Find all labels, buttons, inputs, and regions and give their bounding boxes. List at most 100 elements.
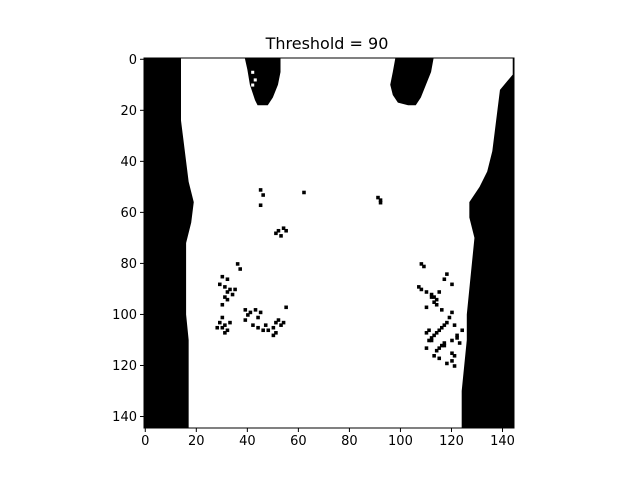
- y-tick-label: 20: [120, 104, 137, 119]
- black-speckle: [445, 361, 449, 366]
- black-speckle: [450, 338, 454, 343]
- black-speckle: [276, 318, 281, 322]
- black-speckle: [258, 188, 263, 192]
- black-speckle: [271, 333, 276, 338]
- black-speckle: [429, 338, 434, 343]
- black-speckle: [440, 325, 444, 330]
- black-speckle: [429, 336, 434, 340]
- black-speckle: [238, 267, 242, 271]
- black-speckle: [228, 320, 232, 325]
- chart-title: Threshold = 90: [265, 34, 389, 53]
- black-speckle: [271, 325, 276, 330]
- black-speckle: [220, 325, 225, 330]
- black-speckle: [450, 351, 454, 356]
- black-speckle: [440, 308, 444, 312]
- black-speckle: [445, 272, 449, 276]
- x-tick-label: 80: [341, 434, 358, 449]
- black-speckle: [437, 290, 442, 294]
- black-speckle: [378, 200, 383, 205]
- y-tick-label: 0: [129, 53, 137, 68]
- black-speckle: [274, 320, 278, 325]
- black-speckle: [376, 195, 380, 200]
- black-speckle: [253, 308, 258, 312]
- y-tick-label: 40: [120, 155, 137, 170]
- black-speckle: [419, 262, 424, 266]
- x-tick-label: 120: [439, 434, 464, 449]
- left-black-region: [144, 58, 194, 428]
- black-speckle: [447, 315, 452, 320]
- x-tick-label: 100: [388, 434, 413, 449]
- black-speckle: [457, 341, 462, 345]
- black-speckle: [434, 302, 439, 307]
- black-speckle: [432, 333, 436, 338]
- black-speckle: [261, 193, 265, 197]
- black-speckle: [427, 338, 431, 343]
- black-speckle: [437, 356, 442, 361]
- top-right-black-blob: [390, 58, 434, 106]
- image-marks: [144, 58, 514, 428]
- black-speckle: [258, 203, 263, 208]
- black-speckle: [218, 282, 222, 287]
- black-speckle: [424, 305, 429, 310]
- black-speckle: [455, 333, 459, 338]
- x-tick-label: 20: [188, 434, 205, 449]
- black-speckle: [442, 341, 447, 345]
- black-speckle: [235, 262, 240, 266]
- black-speckle: [437, 328, 442, 333]
- black-speckle: [302, 190, 306, 195]
- y-tick-label: 120: [112, 359, 137, 374]
- black-speckle: [450, 310, 454, 315]
- white-speck: [251, 70, 255, 74]
- black-speckle: [452, 364, 457, 368]
- black-speckle: [432, 354, 436, 358]
- y-tick-label: 60: [120, 206, 137, 221]
- black-speckle: [243, 318, 248, 322]
- black-speckle: [215, 325, 220, 330]
- black-speckle: [284, 305, 288, 310]
- black-speckle: [455, 336, 459, 340]
- black-speckle: [424, 290, 429, 294]
- x-tick-label: 40: [239, 434, 256, 449]
- black-speckle: [230, 292, 235, 297]
- black-speckle: [228, 287, 232, 292]
- black-speckle: [223, 295, 227, 299]
- black-speckle: [434, 297, 439, 302]
- black-speckle: [429, 292, 434, 297]
- black-speckle: [261, 328, 265, 333]
- black-speckle: [442, 343, 447, 348]
- black-speckle: [437, 346, 442, 350]
- black-speckle: [223, 323, 227, 327]
- black-speckle: [284, 228, 288, 233]
- x-axis: 0 20 40 60 80 100 120 140: [141, 428, 515, 449]
- black-speckle: [450, 282, 454, 287]
- black-speckle: [281, 226, 286, 230]
- black-speckle: [452, 354, 457, 358]
- x-tick-label: 140: [490, 434, 515, 449]
- black-speckle: [429, 295, 434, 299]
- y-tick-label: 100: [112, 308, 137, 323]
- black-speckle: [225, 277, 230, 282]
- y-tick-label: 140: [112, 410, 137, 425]
- black-speckle: [424, 331, 429, 335]
- black-speckle: [263, 323, 268, 327]
- black-speckle: [256, 325, 260, 330]
- black-speckle: [218, 320, 222, 325]
- black-speckle: [434, 348, 439, 353]
- black-speckle: [442, 323, 447, 327]
- black-speckle: [281, 320, 286, 325]
- black-speckle: [256, 315, 260, 320]
- black-speckle: [220, 274, 225, 279]
- black-speckle: [248, 310, 253, 315]
- black-speckle: [434, 331, 439, 335]
- x-tick-label: 0: [141, 434, 149, 449]
- image-background: [144, 58, 514, 428]
- black-speckle: [274, 331, 278, 335]
- black-speckle: [276, 228, 281, 233]
- black-speckle: [432, 295, 436, 299]
- black-speckle: [440, 343, 444, 348]
- black-speckle: [246, 313, 250, 317]
- y-axis: 0 20 40 60 80 100 120 140: [112, 53, 144, 425]
- black-speckle: [442, 277, 447, 282]
- black-speckle: [460, 328, 464, 333]
